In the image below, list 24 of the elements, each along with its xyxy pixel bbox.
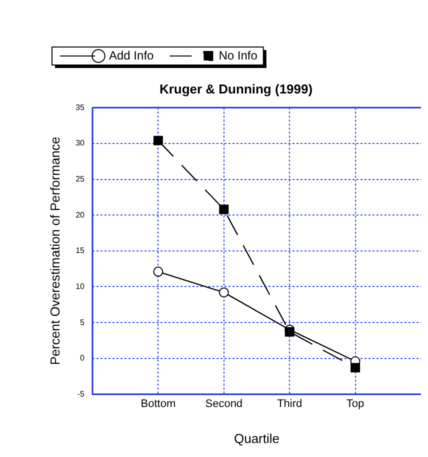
- point: [153, 266, 164, 277]
- x-tick-label: Top: [346, 398, 364, 410]
- legend-label: No Info: [218, 48, 258, 62]
- point: [153, 136, 163, 146]
- point: [219, 204, 229, 214]
- y-tick-label: 30: [76, 138, 86, 148]
- x-tick-label: Second: [205, 398, 243, 410]
- y-tick-label: 35: [76, 102, 86, 112]
- y-tick-label: 15: [76, 246, 86, 256]
- y-axis-title: Percent Overestimation of Performance: [47, 136, 62, 366]
- point: [218, 287, 229, 298]
- legend-label: Add Info: [109, 48, 154, 62]
- y-tick-label: 20: [76, 210, 86, 220]
- x-tick-label: Bottom: [140, 398, 176, 410]
- y-tick-label: 5: [80, 318, 86, 327]
- x-axis-title: Quartile: [234, 430, 280, 446]
- y-tick-label: 0: [80, 354, 86, 363]
- point: [350, 362, 360, 372]
- y-tick-label: -5: [77, 389, 86, 398]
- x-tick-label: Third: [277, 398, 302, 410]
- chart-title: Kruger & Dunning (1999): [159, 81, 313, 96]
- y-tick-label: 10: [76, 282, 86, 291]
- point: [284, 327, 294, 337]
- y-tick-label: 25: [76, 174, 86, 184]
